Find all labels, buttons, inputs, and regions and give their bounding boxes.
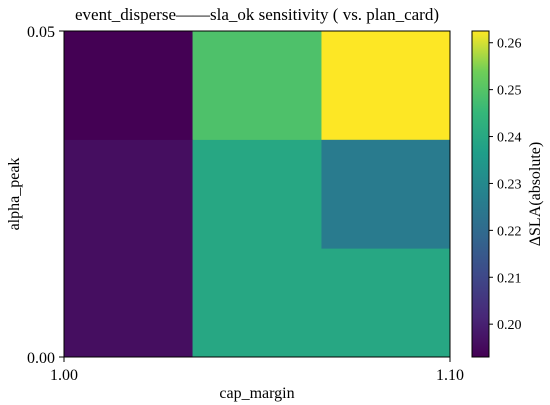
plot-frame (63, 30, 451, 358)
y-tick-label-top: 0.05 (27, 24, 55, 41)
colorbar-tick-label-1: 0.21 (497, 271, 522, 286)
colorbar-tick-label-3: 0.23 (497, 177, 522, 192)
colorbar-tick-label-4: 0.24 (497, 131, 522, 146)
heatmap-cell-1 (192, 31, 322, 141)
colorbar-tick-label-2: 0.22 (497, 224, 522, 239)
heatmap-cells (64, 31, 451, 358)
heatmap-cell-0 (64, 31, 194, 141)
x-tick-label-left: 1.00 (50, 367, 78, 384)
heatmap-cell-3 (64, 139, 194, 358)
colorbar: 0.20 0.21 0.22 0.23 0.24 0.25 0.26 ΔSLA(absolu… (471, 30, 544, 358)
colorbar-ticks: 0.20 0.21 0.22 0.23 0.24 0.25 0.26 (489, 37, 522, 333)
colorbar-tick-label-0: 0.20 (497, 318, 522, 333)
x-axis-label: cap_margin (219, 385, 294, 402)
colorbar-label: ΔSLA(absolute) (527, 142, 544, 247)
y-axis: 0.05 0.00 alpha_peak (6, 24, 64, 367)
colorbar-gradient (471, 30, 490, 358)
heatmap-cell-5 (321, 139, 451, 249)
y-axis-label: alpha_peak (6, 158, 23, 231)
x-axis: 1.00 1.10 cap_margin (50, 357, 464, 402)
heatmap-cell-2 (321, 31, 451, 141)
y-tick-label-bottom: 0.00 (27, 350, 55, 367)
colorbar-tick-label-5: 0.25 (497, 84, 522, 99)
x-tick-label-right: 1.10 (436, 367, 464, 384)
colorbar-tick-label-6: 0.26 (497, 37, 522, 52)
chart-title: event_disperse——sla_ok sensitivity ( vs.… (75, 5, 439, 24)
